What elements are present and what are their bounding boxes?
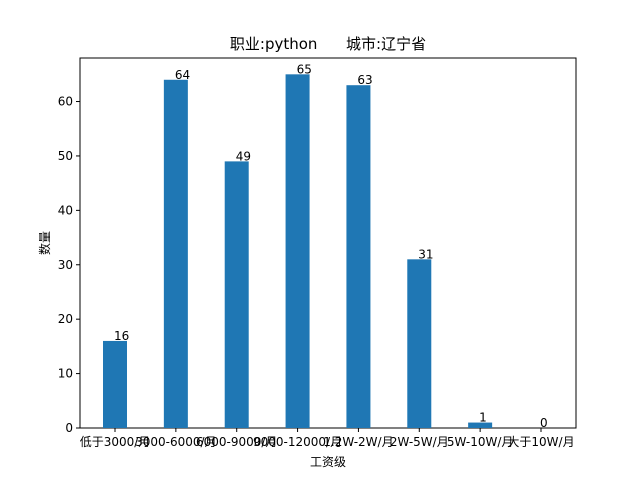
bar-value-label: 1 <box>479 411 487 425</box>
bar <box>224 161 249 428</box>
x-tick-label: 1.2W-2W/月 <box>323 435 393 449</box>
x-axis: 低于3000/月3000-6000/月6000-9000/月9000-12000… <box>80 428 575 449</box>
x-tick-label: 5W-10W/月 <box>447 435 514 449</box>
bar-value-label: 31 <box>418 247 433 261</box>
x-tick-label: 2W-5W/月 <box>390 435 449 449</box>
x-tick-label: 9000-12000/月 <box>253 435 342 449</box>
bars-layer <box>103 74 493 429</box>
y-tick-label: 60 <box>58 95 73 109</box>
y-tick-label: 20 <box>58 312 73 326</box>
y-tick-label: 30 <box>58 258 73 272</box>
y-tick-label: 40 <box>58 203 73 217</box>
bar-value-label: 16 <box>114 329 129 343</box>
bar-value-label: 63 <box>357 73 372 87</box>
y-tick-label: 50 <box>58 149 73 163</box>
bar-value-label: 49 <box>236 149 251 163</box>
y-axis-label: 数量 <box>37 231 52 255</box>
chart-title: 职业:python 城市:辽宁省 <box>230 35 426 53</box>
bar <box>468 422 493 428</box>
x-tick-label: 3000-6000/月 <box>135 435 216 449</box>
y-tick-label: 0 <box>65 421 73 435</box>
bar-value-label: 65 <box>297 62 312 76</box>
bar <box>285 74 310 428</box>
bar-labels-layer: 16 64 49 65 63 31 1 0 <box>114 62 548 430</box>
x-tick-label: 低于3000/月 <box>80 435 151 449</box>
bar-value-label: 64 <box>175 68 190 82</box>
bar <box>103 340 127 428</box>
x-axis-label: 工资级 <box>310 455 346 469</box>
bar <box>346 85 371 429</box>
bar <box>163 79 188 428</box>
x-tick-label: 6000-9000/月 <box>196 435 277 449</box>
bar-value-label: 0 <box>540 416 548 430</box>
x-tick-label: 大于10W/月 <box>507 435 574 449</box>
y-axis: 0 10 20 30 40 50 60 <box>58 95 80 435</box>
y-tick-label: 10 <box>58 367 73 381</box>
bar <box>407 259 432 428</box>
plot-area-frame <box>79 57 577 429</box>
